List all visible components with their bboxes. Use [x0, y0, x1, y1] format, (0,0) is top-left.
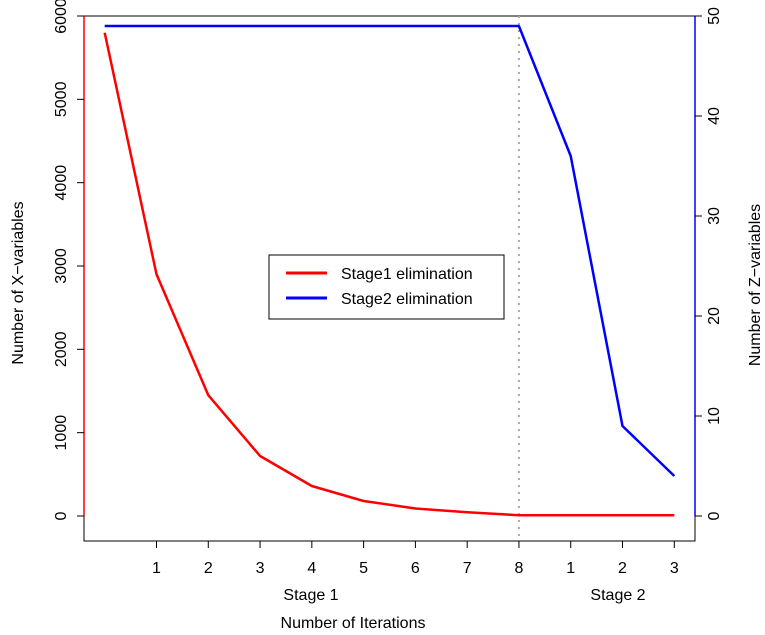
left-tick-label: 2000: [53, 331, 70, 367]
right-y-axis: 0 10 20 30 40 50: [695, 7, 723, 520]
left-tick-label: 3000: [53, 248, 70, 284]
x-tick-label: 3: [670, 560, 679, 577]
legend-label-stage2: Stage2 elimination: [341, 291, 473, 308]
x-tick-label: 6: [411, 560, 420, 577]
right-tick-label: 30: [706, 207, 723, 225]
x-tick-label: 7: [463, 560, 472, 577]
right-tick-label: 20: [706, 307, 723, 325]
x-axis: 1 2 3 4 5 6 7 8 1 2 3: [152, 541, 679, 577]
series-line-2: [105, 26, 675, 476]
right-tick-label: 50: [706, 7, 723, 25]
left-y-axis: 0 1000 2000 3000 4000 5000 6000: [53, 0, 84, 520]
x-tick-label: 3: [256, 560, 265, 577]
left-tick-label: 5000: [53, 81, 70, 117]
left-y-axis-title: Number of X−variables: [10, 201, 27, 364]
x-tick-label: 4: [307, 560, 316, 577]
right-tick-label: 0: [706, 511, 723, 520]
legend: Stage1 elimination Stage2 elimination: [269, 255, 504, 319]
x-tick-label: 1: [152, 560, 161, 577]
legend-box: [269, 255, 504, 319]
x-tick-label: 5: [359, 560, 368, 577]
left-tick-label: 1000: [53, 415, 70, 451]
right-tick-label: 40: [706, 107, 723, 125]
x-tick-label: 8: [514, 560, 523, 577]
stage-1-label: Stage 1: [283, 587, 338, 604]
x-tick-label: 2: [618, 560, 627, 577]
x-tick-label: 1: [566, 560, 575, 577]
left-tick-label: 6000: [53, 0, 70, 34]
stage-2-label: Stage 2: [590, 587, 645, 604]
right-y-axis-title: Number of Z−variables: [747, 204, 764, 366]
right-tick-label: 10: [706, 407, 723, 425]
left-tick-label: 4000: [53, 165, 70, 201]
x-axis-title: Number of Iterations: [281, 615, 426, 632]
x-tick-label: 2: [204, 560, 213, 577]
left-tick-label: 0: [53, 511, 70, 520]
legend-label-stage1: Stage1 elimination: [341, 266, 473, 283]
